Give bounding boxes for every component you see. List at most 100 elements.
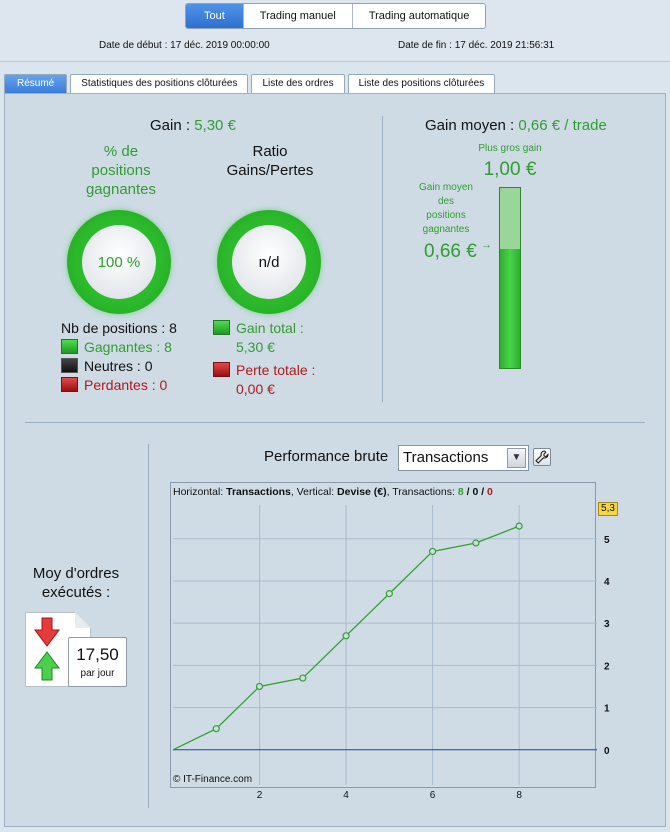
data-point xyxy=(515,522,523,530)
start-date-value: 17 déc. 2019 00:00:00 xyxy=(170,40,270,51)
chart-info-h-value: Transactions xyxy=(226,486,291,498)
tab-order-list[interactable]: Liste des ordres xyxy=(251,74,345,93)
gain-label: Gain : xyxy=(150,117,191,134)
report-header: Tout Trading manuel Trading automatique … xyxy=(0,0,670,62)
data-point xyxy=(299,674,307,682)
chevron-down-icon[interactable]: ▼ xyxy=(507,448,526,468)
horizontal-divider xyxy=(25,422,645,423)
green-square-icon xyxy=(61,339,78,354)
data-point xyxy=(472,539,480,547)
chart-info-h-label: Horizontal: xyxy=(173,486,224,498)
end-date: Date de fin : 17 déc. 2019 21:56:31 xyxy=(398,40,554,51)
neutral-count-label: Neutres : 0 xyxy=(84,357,153,374)
y-tick-label: 5 xyxy=(604,535,610,546)
biggest-gain-value: 1,00 € xyxy=(483,159,537,180)
total-loss-label: Perte totale : xyxy=(236,361,316,378)
orders-per-day-box: 17,50 par jour xyxy=(68,637,127,687)
average-winning-gain-label-line: des xyxy=(437,196,455,207)
total-gain: Gain total : xyxy=(213,318,353,337)
winning-percentage-title-line: positions xyxy=(91,162,151,179)
chart-info-tx-loss: 0 xyxy=(487,486,493,498)
total-gain-amount: 5,30 € xyxy=(213,337,353,356)
neutral-count: Neutres : 0 xyxy=(61,356,177,375)
tab-closed-position-stats[interactable]: Statistiques des positions clôturées xyxy=(70,74,249,93)
orders-per-day-unit: par jour xyxy=(80,668,115,679)
performance-chart: 0 1 2 3 4 5 2 4 6 8 xyxy=(170,482,610,801)
vertical-divider xyxy=(382,116,383,402)
average-gain-label: Gain moyen : xyxy=(425,117,515,134)
start-date: Date de début : 17 déc. 2019 00:00:00 xyxy=(99,40,270,51)
data-point xyxy=(255,682,264,691)
chart-info-v-value: Devise (€) xyxy=(337,486,387,498)
average-gain-bar xyxy=(499,187,521,369)
chart-info-tx-win: 8 xyxy=(457,486,464,498)
orders-per-day-title: Moy d'ordres exécutés : xyxy=(21,564,131,602)
winning-percentage-title-line: gagnantes xyxy=(85,181,157,198)
x-tick-label: 8 xyxy=(516,790,522,801)
winning-percentage-value: 100 % xyxy=(82,225,156,299)
position-counts: Nb de positions : 8 Gagnantes : 8 Neutre… xyxy=(61,318,177,394)
gain-loss-ratio-title: Ratio Gains/Pertes xyxy=(210,142,330,180)
wrench-icon[interactable] xyxy=(533,448,551,466)
performance-axis-dropdown[interactable]: Transactions ▼ xyxy=(398,445,529,471)
winning-percentage-title: % de positions gagnantes xyxy=(65,142,177,199)
total-loss-amount: 0,00 € xyxy=(213,379,353,398)
arrow-right-icon: → xyxy=(481,239,492,251)
x-tick-label: 4 xyxy=(343,790,349,801)
tab-closed-position-list[interactable]: Liste des positions clôturées xyxy=(347,74,496,93)
average-winning-gain-label-line: positions xyxy=(426,210,466,221)
chart-info-tx-separator: / xyxy=(481,486,485,498)
red-square-icon xyxy=(213,362,230,377)
y-tick-label: 2 xyxy=(604,661,610,672)
average-winning-gain-value: 0,66 € xyxy=(424,241,477,262)
performance-title: Performance brute xyxy=(264,448,389,465)
winners-count: Gagnantes : 8 xyxy=(61,337,177,356)
total-gain-value: 5,30 € xyxy=(236,338,275,355)
green-square-icon xyxy=(213,320,230,335)
summary-panel: Gain : 5,30 € % de positions gagnantes 1… xyxy=(4,93,666,827)
positions-count-label: Nb de positions : 8 xyxy=(61,319,177,336)
ratio-title-line: Gains/Pertes xyxy=(226,162,314,179)
orders-title-line: exécutés : xyxy=(41,584,111,601)
chart-info-v-label: , Vertical: xyxy=(290,486,335,498)
average-gain-bar-fill xyxy=(500,249,520,368)
filter-automatic-trading-button[interactable]: Trading automatique xyxy=(368,10,470,22)
end-date-value: 17 déc. 2019 21:56:31 xyxy=(454,40,555,51)
chart-info-tx-separator: / xyxy=(466,486,470,498)
gain-loss-ratio-value: n/d xyxy=(232,225,306,299)
orders-per-day-value: 17,50 xyxy=(76,645,119,664)
filter-manual-trading-button[interactable]: Trading manuel xyxy=(244,4,353,28)
chart-info-tx-label: , Transactions: xyxy=(386,486,455,498)
chart-info-line: Horizontal: Transactions, Vertical: Devi… xyxy=(173,486,493,498)
totals-legend: Gain total : 5,30 € Perte totale : 0,00 … xyxy=(213,318,353,398)
tab-summary[interactable]: Résumé xyxy=(4,74,68,93)
winning-percentage-gauge: 100 % xyxy=(67,210,171,314)
losers-count: Perdantes : 0 xyxy=(61,375,177,394)
start-date-label: Date de début : xyxy=(99,40,168,51)
y-tick-label: 0 xyxy=(604,746,610,757)
y-tick-label: 1 xyxy=(604,704,610,715)
orders-title-line: Moy d'ordres xyxy=(32,565,120,582)
page-fold-icon xyxy=(75,612,91,628)
black-square-icon xyxy=(61,358,78,373)
winning-percentage-title-line: % de xyxy=(103,143,139,160)
copyright-text: © IT-Finance.com xyxy=(173,774,253,785)
filter-all-button[interactable]: Tout xyxy=(186,4,244,28)
order-arrows-icon xyxy=(34,617,60,681)
last-value-badge: 5,3 xyxy=(598,502,618,516)
y-tick-label: 4 xyxy=(604,577,610,588)
positions-count: Nb de positions : 8 xyxy=(61,318,177,337)
gain-value: 5,30 € xyxy=(194,117,236,134)
average-winning-gain-label: Gain moyen des positions gagnantes xyxy=(411,181,481,237)
data-point xyxy=(428,547,437,556)
losers-count-label: Perdantes : 0 xyxy=(84,376,168,393)
biggest-gain-label: Plus gros gain xyxy=(478,143,542,154)
x-tick-label: 2 xyxy=(257,790,263,801)
dropdown-selected-value: Transactions xyxy=(403,449,489,466)
average-gain-heading: Gain moyen : 0,66 € / trade xyxy=(425,117,607,134)
report-tabs: Résumé Statistiques des positions clôtur… xyxy=(4,74,496,93)
performance-line-chart: 0 1 2 3 4 5 2 4 6 8 xyxy=(172,505,610,801)
total-loss-value: 0,00 € xyxy=(236,380,275,397)
red-square-icon xyxy=(61,377,78,392)
average-winning-gain-label-line: Gain moyen xyxy=(419,182,473,193)
